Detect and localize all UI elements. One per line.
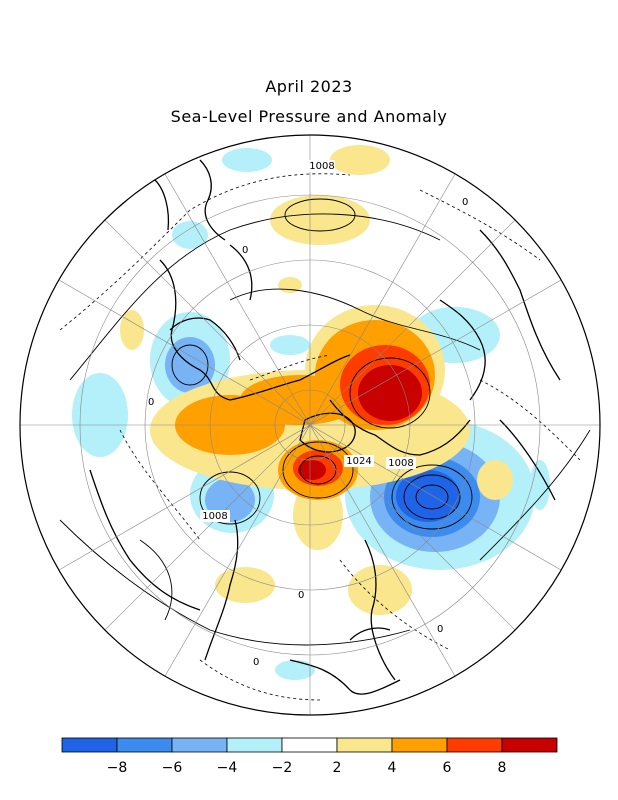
contour-label-zero-1: 0 xyxy=(242,245,248,256)
colorbar-tick-label: −2 xyxy=(272,760,293,776)
colorbar-swatch xyxy=(61,737,118,753)
colorbar-swatch xyxy=(171,737,228,753)
contour-label-1008-top: 1008 xyxy=(309,161,334,172)
colorbar-tick-label: −4 xyxy=(217,760,238,776)
colorbar-swatch xyxy=(226,737,283,753)
map-subtitle: Sea-Level Pressure and Anomaly xyxy=(170,107,448,126)
contour-label-zero-6: 0 xyxy=(253,657,259,668)
map-title: April 2023 xyxy=(265,77,353,96)
contour-label-1024: 1024 xyxy=(346,456,371,467)
colorbar-tick-label: 6 xyxy=(443,760,452,776)
colorbar-tick-label: 4 xyxy=(388,760,397,776)
colorbar-swatch xyxy=(281,737,338,753)
colorbar-tick-label: −6 xyxy=(162,760,183,776)
colorbar-swatch xyxy=(501,737,558,753)
colorbar-swatch xyxy=(446,737,503,753)
colorbar-tick-label: 8 xyxy=(498,760,507,776)
contour-label-zero-4: 0 xyxy=(298,590,304,601)
contour-label-zero-5: 0 xyxy=(437,624,443,635)
colorbar-swatch xyxy=(336,737,393,753)
colorbar-swatch xyxy=(391,737,448,753)
contour-label-zero-2: 0 xyxy=(462,197,468,208)
contour-label-zero-3: 0 xyxy=(148,397,154,408)
pressure-contours xyxy=(59,198,591,646)
map-border xyxy=(19,134,601,716)
colorbar-swatch xyxy=(116,737,173,753)
anomaly-contours xyxy=(59,173,581,701)
coastlines xyxy=(89,159,561,695)
contour-label-1008-left: 1008 xyxy=(202,511,227,522)
colorbar-tick-label: 2 xyxy=(333,760,342,776)
contour-label-1008-right: 1008 xyxy=(388,458,413,469)
colorbar-tick-label: −8 xyxy=(107,760,128,776)
